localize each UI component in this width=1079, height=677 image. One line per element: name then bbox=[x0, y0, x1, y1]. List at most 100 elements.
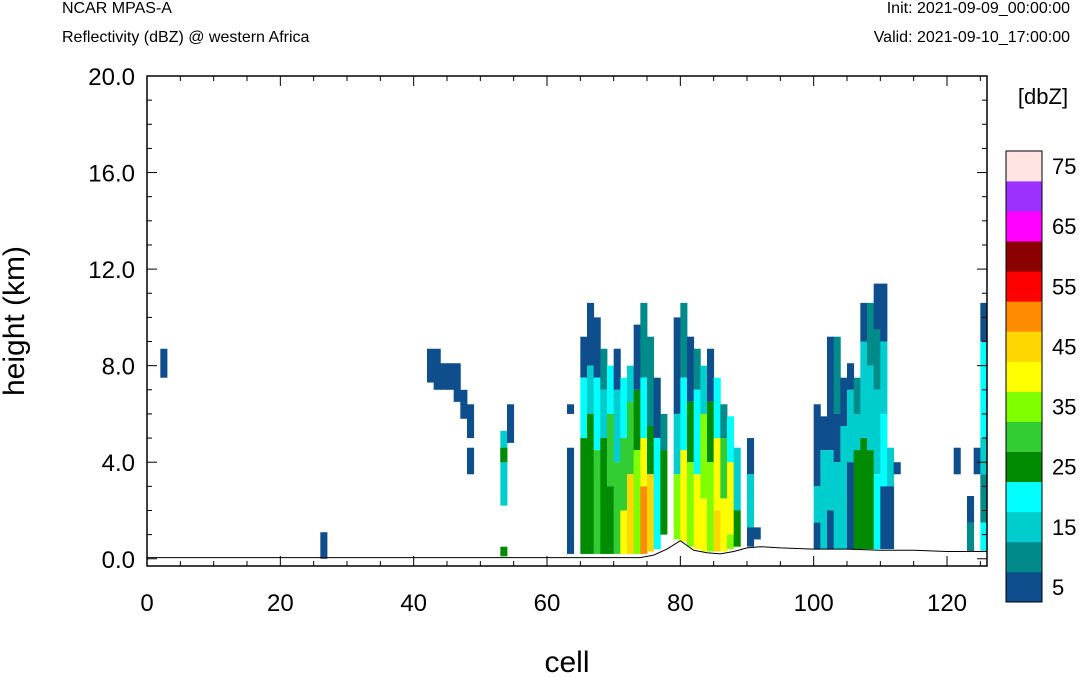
field-title: Reflectivity (dBZ) @ western Africa bbox=[62, 29, 310, 46]
reflectivity-cell bbox=[707, 401, 715, 463]
reflectivity-cell bbox=[853, 377, 861, 414]
reflectivity-cell bbox=[847, 462, 855, 550]
reflectivity-cell bbox=[640, 438, 648, 487]
reflectivity-cell bbox=[847, 389, 855, 463]
reflectivity-cell bbox=[587, 413, 595, 554]
reflectivity-cell bbox=[627, 365, 635, 402]
reflectivity-cell bbox=[580, 336, 588, 378]
reflectivity-cell bbox=[980, 474, 988, 523]
reflectivity-cell bbox=[453, 363, 461, 402]
reflectivity-cell bbox=[973, 447, 981, 475]
reflectivity-cell bbox=[620, 377, 628, 439]
reflectivity-cell bbox=[953, 447, 961, 475]
reflectivity-cell bbox=[320, 532, 328, 559]
reflectivity-cell bbox=[833, 336, 841, 414]
reflectivity-cell bbox=[693, 474, 701, 550]
reflectivity-cell bbox=[600, 348, 608, 390]
reflectivity-cell bbox=[967, 522, 975, 552]
reflectivity-cell bbox=[160, 348, 168, 378]
y-tick-label: 12.0 bbox=[88, 257, 135, 284]
reflectivity-cell bbox=[607, 365, 615, 414]
colorbar-swatch bbox=[1006, 571, 1042, 603]
reflectivity-cell bbox=[660, 413, 668, 451]
reflectivity-cell bbox=[647, 474, 655, 552]
reflectivity-cell bbox=[640, 486, 648, 554]
reflectivity-cells bbox=[160, 283, 988, 559]
reflectivity-cell bbox=[640, 302, 648, 378]
init-time: Init: 2021-09-09_00:00:00 bbox=[886, 0, 1070, 17]
reflectivity-cell bbox=[580, 377, 588, 439]
reflectivity-cell bbox=[840, 426, 848, 550]
reflectivity-cell bbox=[733, 447, 741, 511]
reflectivity-cell bbox=[447, 363, 455, 390]
reflectivity-cell bbox=[600, 438, 608, 554]
reflectivity-cell bbox=[507, 404, 515, 443]
reflectivity-cell bbox=[700, 365, 708, 414]
reflectivity-cell bbox=[873, 389, 881, 475]
x-tick-label: 80 bbox=[667, 590, 694, 617]
reflectivity-cell bbox=[880, 413, 888, 487]
reflectivity-cell bbox=[727, 416, 735, 463]
reflectivity-cell bbox=[620, 438, 628, 511]
colorbar-swatch bbox=[1006, 211, 1042, 242]
reflectivity-cell bbox=[813, 522, 821, 550]
y-tick-label: 4.0 bbox=[102, 450, 135, 477]
colorbar-label: 15 bbox=[1052, 515, 1076, 540]
reflectivity-cell bbox=[633, 389, 641, 451]
reflectivity-cell bbox=[833, 413, 841, 463]
reflectivity-cell bbox=[440, 363, 448, 390]
reflectivity-cell bbox=[680, 450, 688, 542]
reflectivity-cell bbox=[680, 302, 688, 378]
reflectivity-cell bbox=[707, 462, 715, 552]
reflectivity-cell bbox=[720, 438, 728, 499]
x-tick-label: 0 bbox=[140, 590, 153, 617]
colorbar-title: [dbZ] bbox=[1018, 84, 1068, 109]
colorbar: 5 15 25 35 45 55 65 75 [dbZ] bbox=[1005, 84, 1076, 603]
reflectivity-cell bbox=[620, 510, 628, 554]
y-tick-label: 8.0 bbox=[102, 354, 135, 381]
colorbar-swatch bbox=[1006, 391, 1042, 422]
reflectivity-cell bbox=[693, 389, 701, 475]
reflectivity-cell bbox=[713, 438, 721, 511]
reflectivity-cell bbox=[647, 336, 655, 426]
reflectivity-cell bbox=[747, 474, 755, 540]
reflectivity-cell bbox=[727, 534, 735, 550]
reflectivity-cell bbox=[593, 317, 601, 378]
colorbar-swatch bbox=[1006, 241, 1042, 272]
reflectivity-cell bbox=[673, 474, 681, 540]
reflectivity-cell bbox=[433, 348, 441, 390]
reflectivity-cell bbox=[460, 389, 468, 419]
reflectivity-cell bbox=[880, 283, 888, 342]
reflectivity-cell bbox=[820, 450, 828, 550]
reflectivity-cell bbox=[600, 389, 608, 439]
y-tick-label: 20.0 bbox=[88, 64, 135, 91]
reflectivity-cell bbox=[707, 348, 715, 402]
colorbar-swatch bbox=[1006, 181, 1042, 212]
reflectivity-cell bbox=[660, 450, 668, 535]
reflectivity-cell bbox=[653, 377, 661, 439]
reflectivity-cell bbox=[653, 438, 661, 550]
colorbar-label: 35 bbox=[1052, 395, 1076, 420]
reflectivity-cell bbox=[640, 377, 648, 439]
reflectivity-cell bbox=[627, 474, 635, 554]
reflectivity-cell bbox=[813, 486, 821, 523]
reflectivity-cell bbox=[567, 404, 575, 414]
reflectivity-cell bbox=[587, 365, 595, 414]
reflectivity-cell bbox=[627, 401, 635, 475]
reflectivity-cell bbox=[580, 438, 588, 554]
reflectivity-cell bbox=[853, 413, 861, 451]
reflectivity-cell bbox=[747, 438, 755, 475]
reflectivity-cell bbox=[980, 522, 988, 552]
reflectivity-cell bbox=[887, 486, 895, 550]
reflectivity-cell bbox=[827, 510, 835, 550]
x-axis-title: cell bbox=[544, 646, 589, 677]
reflectivity-cell bbox=[700, 413, 708, 499]
x-tick-label: 100 bbox=[794, 590, 834, 617]
reflectivity-cell bbox=[827, 450, 835, 511]
reflectivity-cell bbox=[747, 527, 755, 547]
reflectivity-cell bbox=[840, 377, 848, 426]
reflectivity-cell bbox=[687, 401, 695, 463]
reflectivity-cell bbox=[820, 416, 828, 451]
colorbar-swatch bbox=[1006, 271, 1042, 302]
reflectivity-cell bbox=[873, 329, 881, 390]
